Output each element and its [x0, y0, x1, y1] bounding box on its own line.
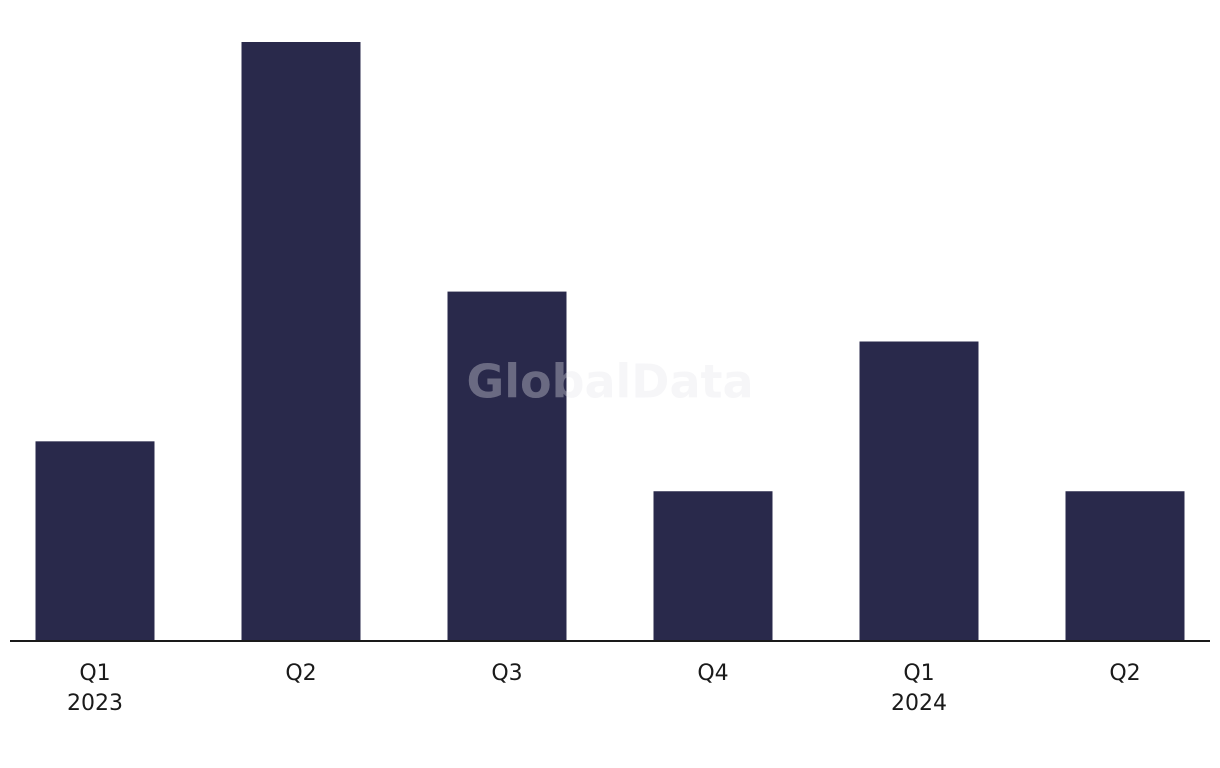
bar: [35, 441, 155, 641]
x-tick-label: Q1: [903, 661, 934, 686]
watermark: GlobalData: [466, 355, 753, 409]
x-tick-label: Q1: [79, 661, 110, 686]
bar: [653, 491, 773, 641]
x-tick-label: Q3: [491, 661, 522, 686]
x-group-label: 2024: [891, 691, 947, 716]
x-tick-label: Q2: [285, 661, 316, 686]
bar: [241, 42, 361, 641]
x-tick-label: Q4: [697, 661, 728, 686]
bar: [859, 341, 979, 641]
bar: [1065, 491, 1185, 641]
x-tick-label: Q2: [1109, 661, 1140, 686]
x-group-label: 2023: [67, 691, 123, 716]
bar: [447, 291, 567, 641]
